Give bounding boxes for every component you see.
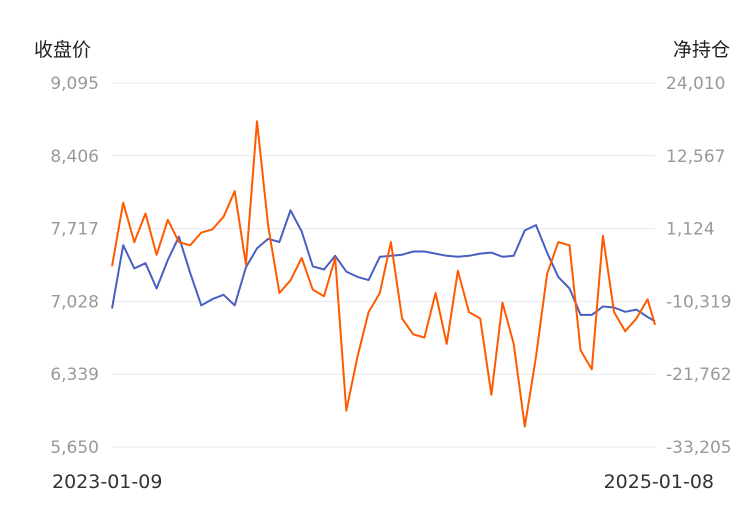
y-left-tick-label: 7,028 [50,292,99,312]
y-right-tick-label: 24,010 [666,74,725,94]
y-left-tick-label: 8,406 [50,147,99,167]
x-tick-label-start: 2023-01-09 [52,471,162,493]
y-axis-right-title: 净持仓 [673,39,730,61]
series-lines [111,120,656,428]
y-left-tick-label: 6,339 [50,365,99,385]
y-left-tick-label: 5,650 [50,438,99,458]
y-axis-left-ticks: 9,095 8,406 7,717 7,028 6,339 5,650 [50,74,99,458]
y-right-tick-label: -10,319 [666,292,732,312]
y-axis-right-ticks: 24,010 12,567 1,124 -10,319 -21,762 -33,205 [666,74,732,458]
y-left-tick-label: 7,717 [50,220,99,240]
closing-price-line [111,209,656,323]
y-right-tick-label: 1,124 [666,220,715,240]
y-right-tick-label: -21,762 [666,365,732,385]
x-tick-label-end: 2025-01-08 [604,471,714,493]
y-axis-left-title: 收盘价 [34,39,91,61]
x-axis-ticks: 2023-01-09 2025-01-08 [52,471,714,493]
grid-lines [112,82,655,448]
net-position-line [111,120,656,428]
y-right-tick-label: 12,567 [666,147,725,167]
y-left-tick-label: 9,095 [50,74,99,94]
y-right-tick-label: -33,205 [666,438,732,458]
